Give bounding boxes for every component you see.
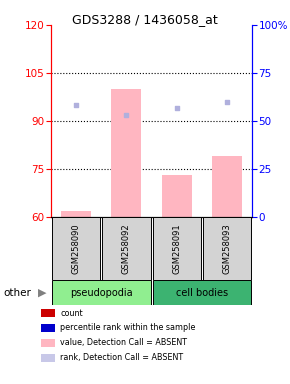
Text: rank, Detection Call = ABSENT: rank, Detection Call = ABSENT [60,353,183,362]
Point [74,102,78,108]
Text: GDS3288 / 1436058_at: GDS3288 / 1436058_at [72,13,218,26]
Text: count: count [60,309,83,318]
Text: value, Detection Call = ABSENT: value, Detection Call = ABSENT [60,338,187,348]
Text: ▶: ▶ [38,288,46,298]
Bar [41,309,55,317]
Bar [162,175,192,217]
Bar [111,89,142,217]
Point [174,105,179,111]
Bar [153,217,201,280]
Bar [52,280,151,305]
Bar [41,354,55,362]
Text: other: other [3,288,31,298]
Bar [41,324,55,332]
Text: GSM258093: GSM258093 [223,223,232,274]
Text: GSM258091: GSM258091 [172,223,181,274]
Bar [203,217,251,280]
Bar [212,156,242,217]
Text: cell bodies: cell bodies [176,288,228,298]
Bar [102,217,151,280]
Text: percentile rank within the sample: percentile rank within the sample [60,323,195,333]
Text: pseudopodia: pseudopodia [70,288,133,298]
Point [124,111,129,118]
Text: GSM258090: GSM258090 [71,223,80,274]
Bar [52,217,100,280]
Bar [153,280,251,305]
Text: GSM258092: GSM258092 [122,223,131,274]
Bar [61,210,91,217]
Point [225,99,229,105]
Bar [41,339,55,347]
